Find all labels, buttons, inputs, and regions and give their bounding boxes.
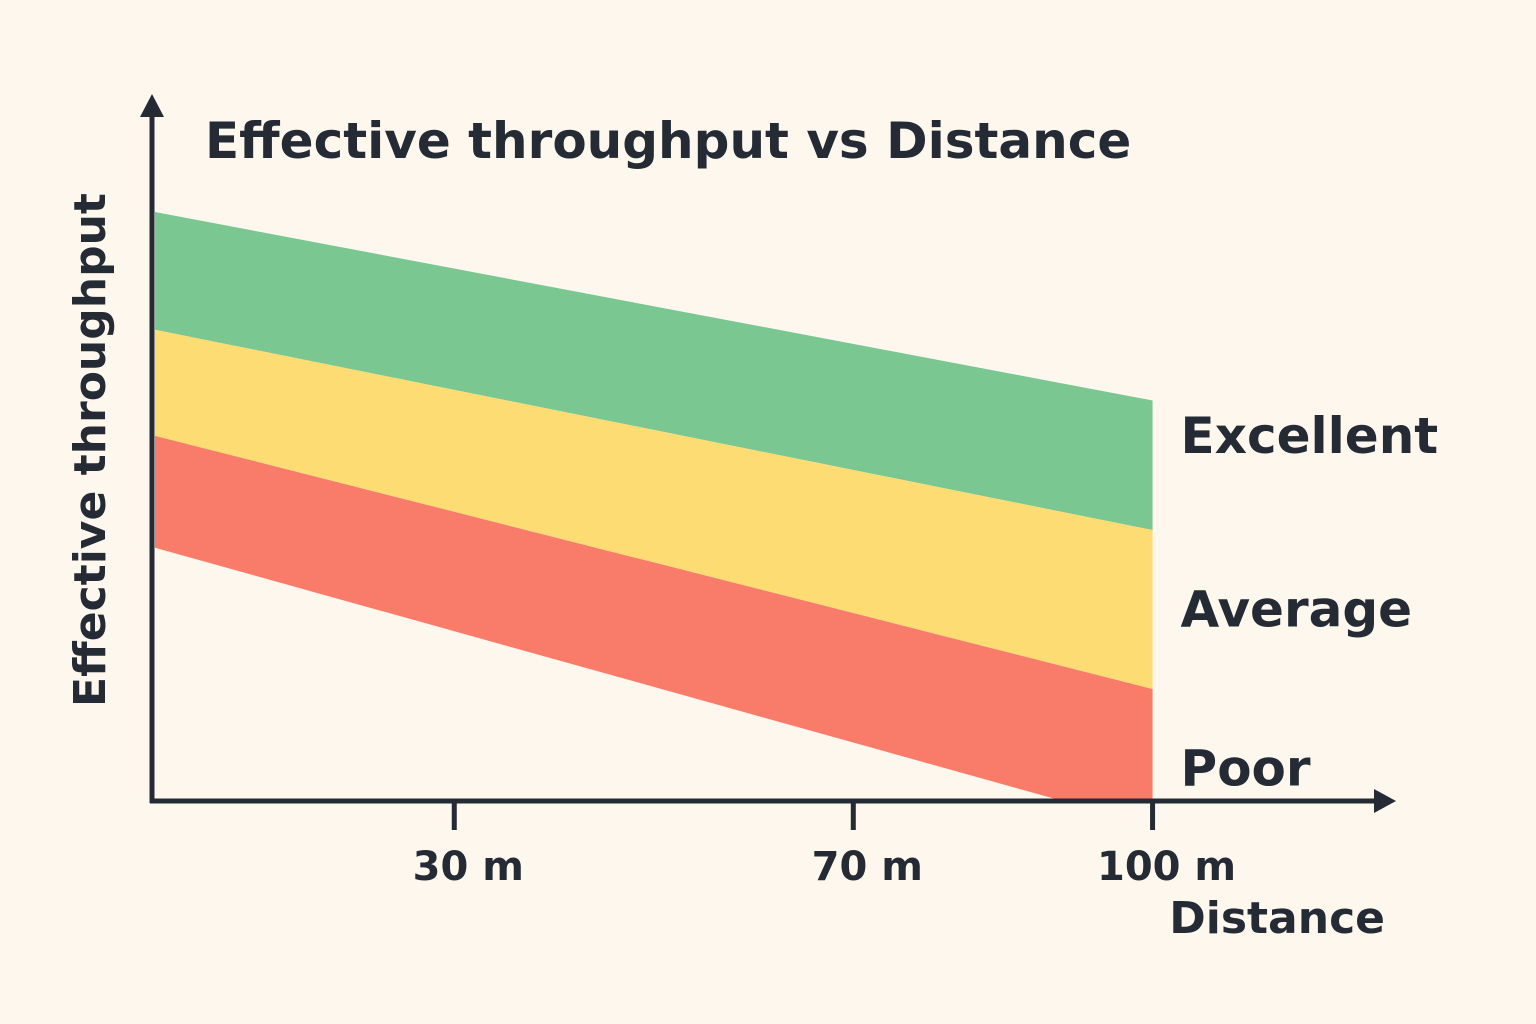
y-axis-arrow-icon [140, 94, 164, 117]
x-axis-label: Distance [1169, 893, 1385, 944]
band-label-average: Average [1181, 581, 1413, 639]
x-tick-label: 100 m [1097, 844, 1236, 890]
x-ticks-group: 30 m 70 m 100 m [413, 801, 1236, 890]
band-label-excellent: Excellent [1181, 407, 1439, 465]
x-tick-label: 70 m [812, 844, 923, 890]
x-axis-arrow-icon [1374, 789, 1396, 813]
x-tick-label: 30 m [413, 844, 524, 890]
chart-title: Effective throughput vs Distance [205, 112, 1131, 170]
band-poor [155, 435, 1153, 801]
band-excellent [155, 212, 1153, 531]
band-labels-group: Excellent Average Poor [1181, 407, 1439, 798]
band-average [155, 329, 1153, 690]
bands-group [155, 212, 1153, 801]
y-axis-label: Effective throughput [65, 193, 116, 707]
band-label-poor: Poor [1181, 740, 1311, 798]
